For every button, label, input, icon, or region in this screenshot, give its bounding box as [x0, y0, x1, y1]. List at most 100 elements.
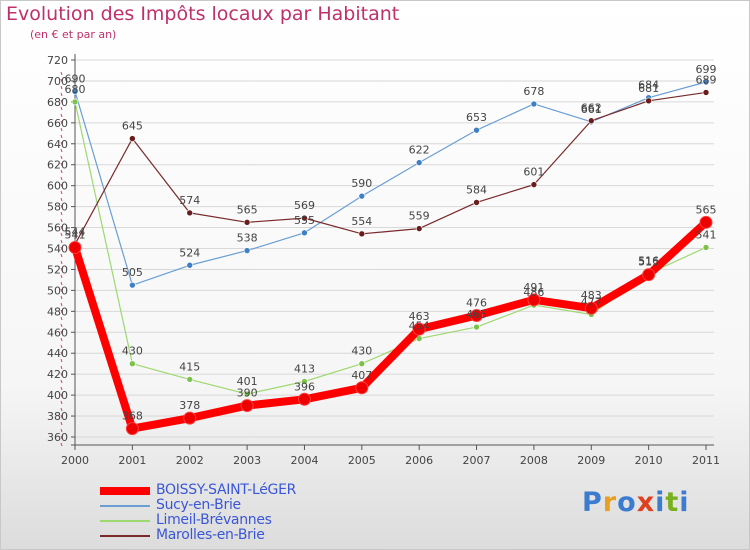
y-tick-label: 480 — [47, 305, 68, 318]
legend-swatch — [100, 505, 150, 507]
axis-dash — [60, 169, 63, 174]
data-label: 541 — [65, 228, 86, 241]
logo-letter: t — [665, 487, 680, 518]
data-point — [297, 392, 311, 406]
chart-subtitle: (en € et par an) — [30, 28, 117, 41]
x-tick-label: 2010 — [635, 454, 663, 467]
data-label: 645 — [122, 120, 143, 133]
x-tick-label: 2008 — [520, 454, 548, 467]
axis-dash — [60, 134, 63, 139]
data-label: 378 — [179, 399, 200, 412]
data-label: 555 — [294, 214, 315, 227]
axis-dash — [60, 127, 63, 132]
data-label: 681 — [638, 82, 659, 95]
axis-dash — [60, 309, 63, 314]
data-point — [642, 268, 656, 282]
data-point — [240, 399, 254, 413]
axis-dash — [60, 211, 63, 216]
axis-dash — [60, 323, 63, 328]
data-label: 396 — [294, 380, 315, 393]
data-point — [358, 230, 366, 238]
axis-dash — [60, 267, 63, 272]
data-label: 661 — [581, 103, 602, 116]
x-tick-label: 2007 — [463, 454, 491, 467]
axis-dash — [60, 218, 63, 223]
axis-dash — [60, 204, 63, 209]
logo-letter: i — [655, 487, 666, 518]
data-label: 699 — [696, 63, 717, 76]
data-point — [473, 199, 480, 206]
data-label: 684 — [638, 79, 659, 92]
axis-dash — [60, 239, 63, 244]
data-label: 601 — [523, 166, 544, 179]
axis-dash — [60, 400, 63, 405]
axis-dash — [60, 225, 63, 230]
legend-swatch — [100, 520, 150, 522]
data-point — [129, 135, 136, 142]
y-tick-label: 660 — [47, 117, 68, 130]
y-tick-label: 460 — [47, 326, 68, 339]
axis-dash — [60, 358, 63, 363]
y-tick-label: 420 — [47, 368, 68, 381]
data-label: 569 — [294, 199, 315, 212]
y-tick-label: 680 — [47, 96, 68, 109]
proxiti-logo: Proxiti — [582, 487, 690, 518]
y-tick-label: 580 — [47, 201, 68, 214]
data-point — [243, 247, 251, 254]
data-label: 690 — [65, 72, 86, 85]
x-tick-label: 2000 — [61, 454, 89, 467]
axis-dash — [60, 190, 63, 195]
axis-dash — [60, 92, 63, 97]
data-point — [415, 225, 423, 232]
x-tick-label: 2001 — [118, 454, 146, 467]
legend-label: Limeil-Brévannes — [156, 512, 272, 528]
data-point — [186, 261, 194, 269]
data-label: 590 — [351, 177, 372, 190]
data-label: 415 — [179, 360, 200, 373]
data-point — [183, 411, 197, 425]
data-point — [702, 244, 710, 251]
axis-dash — [60, 176, 63, 181]
axis-dash — [60, 232, 63, 237]
data-label: 559 — [409, 210, 430, 223]
data-label: 565 — [237, 203, 258, 216]
legend-swatch — [100, 487, 150, 495]
legend-label: Marolles-en-Brie — [156, 527, 265, 543]
data-point — [412, 322, 426, 336]
data-point — [243, 219, 251, 226]
logo-letter: r — [602, 487, 618, 518]
data-point — [415, 159, 423, 166]
data-point — [129, 281, 136, 289]
axis-dash — [60, 197, 63, 202]
x-tick-label: 2003 — [233, 454, 261, 467]
data-label: 541 — [696, 228, 717, 241]
x-tick-label: 2005 — [348, 454, 376, 467]
axis-dash — [60, 351, 63, 356]
x-tick-label: 2004 — [290, 454, 318, 467]
x-tick-label: 2006 — [405, 454, 433, 467]
axis-dash — [60, 337, 63, 342]
axis-dash — [60, 155, 63, 160]
y-tick-label: 620 — [47, 159, 68, 172]
data-label: 662 — [581, 102, 602, 115]
data-point — [530, 100, 538, 108]
series-line — [74, 101, 707, 395]
axis-dash — [60, 113, 63, 118]
data-point — [699, 215, 713, 229]
data-point — [68, 240, 82, 254]
axis-dash — [60, 183, 63, 188]
data-point — [355, 381, 369, 395]
axis-dash — [60, 393, 63, 398]
data-point — [358, 192, 366, 200]
data-label: 476 — [466, 297, 487, 310]
logo-letter: o — [617, 487, 637, 518]
y-tick-label: 380 — [47, 410, 68, 423]
data-label: 680 — [65, 83, 86, 96]
axis-dash — [60, 414, 63, 419]
data-point — [301, 378, 308, 385]
axis-dash — [60, 442, 63, 447]
logo-letter: P — [582, 487, 603, 518]
data-label: 622 — [409, 144, 430, 157]
axis-dash — [60, 407, 63, 412]
y-tick-label: 700 — [47, 75, 68, 88]
